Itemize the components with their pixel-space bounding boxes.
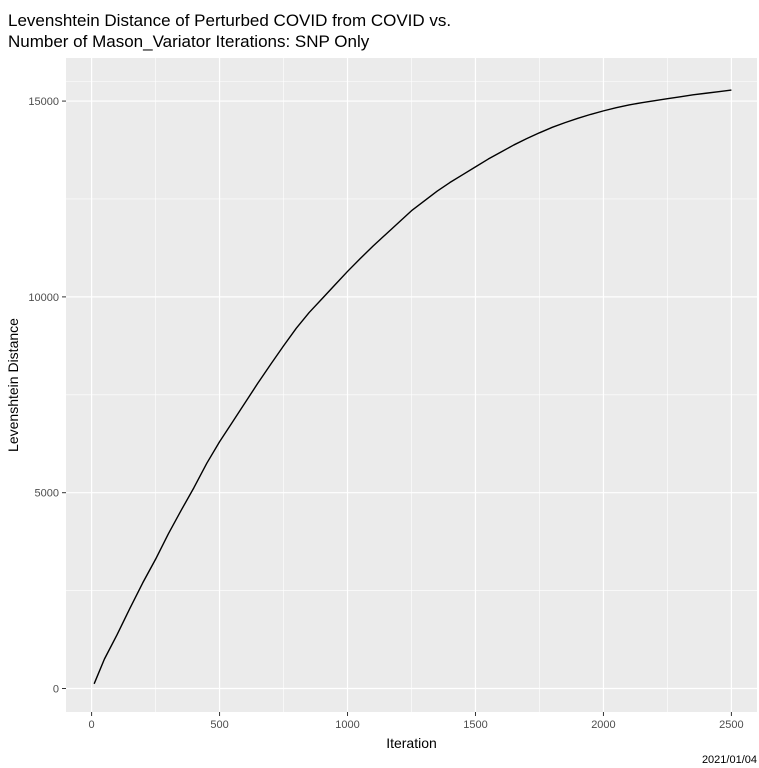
x-axis: 0 500 1000 1500 2000 2500 — [89, 712, 744, 731]
chart-title-line-1: Levenshtein Distance of Perturbed COVID … — [8, 11, 452, 30]
date-caption: 2021/01/04 — [701, 754, 757, 766]
y-tick-label: 10000 — [28, 292, 59, 304]
y-tick-label: 5000 — [35, 488, 59, 500]
y-axis: 0 5000 10000 15000 — [28, 96, 66, 696]
x-tick-label: 1000 — [335, 719, 359, 731]
minor-gridlines — [66, 58, 757, 712]
x-tick-label: 2500 — [719, 719, 743, 731]
y-axis-title: Levenshtein Distance — [5, 318, 21, 452]
y-tick-label: 0 — [53, 684, 59, 696]
y-tick-label: 15000 — [28, 96, 59, 108]
chart-title-line-2: Number of Mason_Variator Iterations: SNP… — [8, 32, 370, 51]
x-tick-label: 2000 — [591, 719, 615, 731]
x-tick-label: 500 — [210, 719, 228, 731]
x-tick-label: 0 — [89, 719, 95, 731]
major-gridlines — [66, 58, 757, 712]
x-tick-label: 1500 — [463, 719, 487, 731]
x-axis-title: Iteration — [386, 735, 437, 751]
series-layer — [93, 89, 732, 685]
series-line — [93, 89, 732, 685]
